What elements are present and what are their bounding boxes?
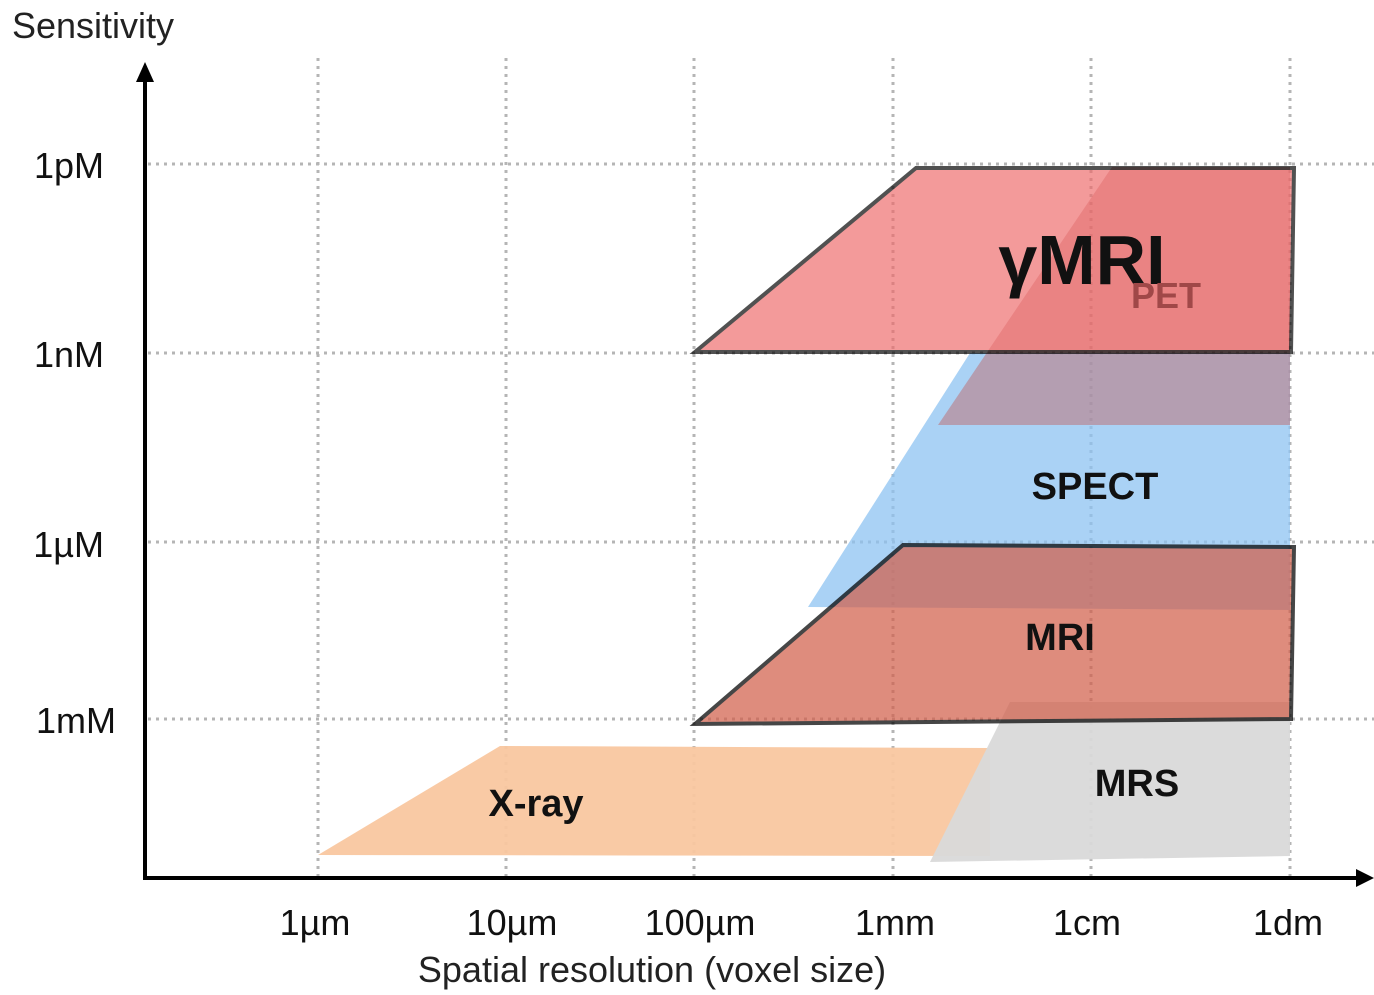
x-tick-label: 1mm bbox=[855, 902, 935, 943]
y-tick-label: 1mM bbox=[36, 700, 116, 741]
x-tick-label: 1cm bbox=[1053, 902, 1121, 943]
y-axis-title: Sensitivity bbox=[12, 5, 174, 46]
x-axis-arrowhead bbox=[1356, 869, 1374, 887]
mrs-label: MRS bbox=[1095, 763, 1179, 805]
x-tick-label: 1µm bbox=[280, 902, 351, 943]
xray-label: X-ray bbox=[488, 783, 583, 825]
mrs-region bbox=[930, 702, 1290, 862]
axes bbox=[136, 62, 1374, 887]
x-tick-label: 100µm bbox=[645, 902, 756, 943]
x-tick-label: 1dm bbox=[1253, 902, 1323, 943]
x-axis-title: Spatial resolution (voxel size) bbox=[418, 949, 886, 990]
gamma-mri-region bbox=[689, 166, 1297, 354]
mri-region bbox=[689, 542, 1297, 727]
spect-label: SPECT bbox=[1032, 466, 1159, 508]
gamma-mri-label: γMRI bbox=[998, 221, 1165, 299]
mri-label: MRI bbox=[1025, 617, 1095, 659]
x-tick-label: 10µm bbox=[467, 902, 558, 943]
y-tick-label: 1nM bbox=[34, 334, 104, 375]
y-tick-label: 1pM bbox=[34, 145, 104, 186]
xray-region bbox=[318, 746, 990, 856]
pet-label: PET bbox=[1131, 275, 1201, 316]
y-axis-arrowhead bbox=[136, 62, 154, 82]
y-tick-label: 1µM bbox=[33, 524, 104, 565]
